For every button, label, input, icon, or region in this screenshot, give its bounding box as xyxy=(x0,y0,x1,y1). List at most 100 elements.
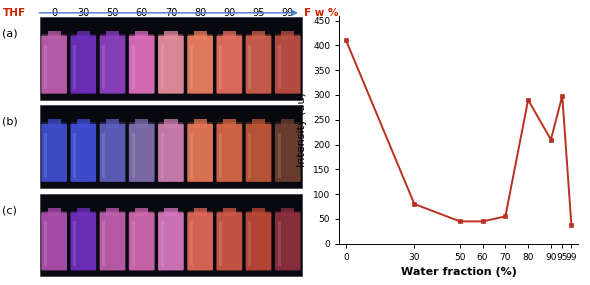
Bar xyxy=(161,133,164,178)
Bar xyxy=(100,211,125,271)
Bar xyxy=(159,34,183,94)
Bar xyxy=(41,34,67,94)
Bar xyxy=(42,122,66,182)
Text: 30: 30 xyxy=(77,8,90,18)
Bar xyxy=(71,34,96,94)
Bar xyxy=(252,31,265,39)
Bar xyxy=(281,119,294,128)
Bar xyxy=(276,211,300,271)
Text: 70: 70 xyxy=(165,8,177,18)
Bar xyxy=(103,133,106,178)
Bar xyxy=(129,122,154,182)
Bar xyxy=(77,208,90,216)
Bar xyxy=(188,122,212,182)
Bar xyxy=(223,208,236,216)
Bar xyxy=(190,45,193,89)
Bar xyxy=(165,208,178,216)
Bar xyxy=(129,34,154,94)
Bar xyxy=(42,211,66,271)
Bar xyxy=(188,211,212,271)
Bar xyxy=(217,34,242,94)
Bar xyxy=(194,31,206,39)
Bar xyxy=(248,45,251,89)
Bar xyxy=(246,34,271,94)
FancyBboxPatch shape xyxy=(129,212,155,270)
Bar xyxy=(71,34,96,94)
Bar xyxy=(281,31,294,39)
Bar xyxy=(135,119,148,128)
Bar xyxy=(129,34,154,94)
Bar xyxy=(219,221,222,266)
Text: THF: THF xyxy=(3,8,26,18)
FancyBboxPatch shape xyxy=(40,17,302,100)
Bar xyxy=(48,208,61,216)
Bar xyxy=(275,34,300,94)
Bar xyxy=(159,34,183,94)
Bar xyxy=(276,34,300,94)
FancyBboxPatch shape xyxy=(40,105,302,188)
FancyBboxPatch shape xyxy=(275,212,301,270)
Bar xyxy=(276,122,300,182)
FancyBboxPatch shape xyxy=(187,212,213,270)
FancyBboxPatch shape xyxy=(100,212,126,270)
Bar xyxy=(278,45,281,89)
FancyBboxPatch shape xyxy=(217,212,242,270)
Bar xyxy=(71,211,96,271)
Bar xyxy=(42,211,67,271)
Bar xyxy=(48,31,61,39)
Bar xyxy=(188,34,212,94)
Bar xyxy=(42,34,67,94)
Bar xyxy=(252,208,265,216)
FancyBboxPatch shape xyxy=(100,36,126,93)
Bar xyxy=(246,122,271,182)
Bar xyxy=(73,133,76,178)
Bar xyxy=(188,211,212,271)
Bar xyxy=(100,34,125,94)
Bar xyxy=(252,119,265,128)
Bar xyxy=(44,45,47,89)
Bar xyxy=(71,122,96,182)
Bar xyxy=(103,221,106,266)
Bar xyxy=(278,133,281,178)
Bar xyxy=(132,133,135,178)
Bar xyxy=(44,221,47,266)
Text: (b): (b) xyxy=(2,117,17,127)
Bar xyxy=(44,133,47,178)
Bar xyxy=(42,34,66,94)
Bar xyxy=(217,211,241,271)
Bar xyxy=(223,119,236,128)
Bar xyxy=(77,31,90,39)
Bar xyxy=(188,122,212,182)
Bar xyxy=(190,221,193,266)
Text: 90: 90 xyxy=(223,8,235,18)
Bar xyxy=(275,211,300,271)
FancyBboxPatch shape xyxy=(129,36,155,93)
Text: 80: 80 xyxy=(194,8,206,18)
Bar xyxy=(246,122,271,182)
FancyBboxPatch shape xyxy=(41,212,67,270)
Bar xyxy=(247,211,271,271)
Bar xyxy=(219,45,222,89)
Bar xyxy=(100,34,125,94)
Bar xyxy=(48,119,61,128)
Text: 60: 60 xyxy=(136,8,148,18)
Bar xyxy=(132,221,135,266)
Bar xyxy=(71,34,96,94)
Bar xyxy=(217,34,241,94)
Bar xyxy=(275,122,300,182)
FancyBboxPatch shape xyxy=(70,36,96,93)
Bar xyxy=(135,208,148,216)
Bar xyxy=(276,34,300,94)
Bar xyxy=(71,211,96,271)
Bar xyxy=(246,211,271,271)
Bar xyxy=(248,221,251,266)
Bar xyxy=(188,34,212,94)
Bar xyxy=(278,221,281,266)
Bar xyxy=(165,119,178,128)
X-axis label: Water fraction (%): Water fraction (%) xyxy=(401,267,517,277)
FancyBboxPatch shape xyxy=(275,36,301,93)
FancyBboxPatch shape xyxy=(158,124,184,182)
Bar xyxy=(217,122,241,182)
Bar xyxy=(130,34,154,94)
FancyBboxPatch shape xyxy=(41,36,67,93)
